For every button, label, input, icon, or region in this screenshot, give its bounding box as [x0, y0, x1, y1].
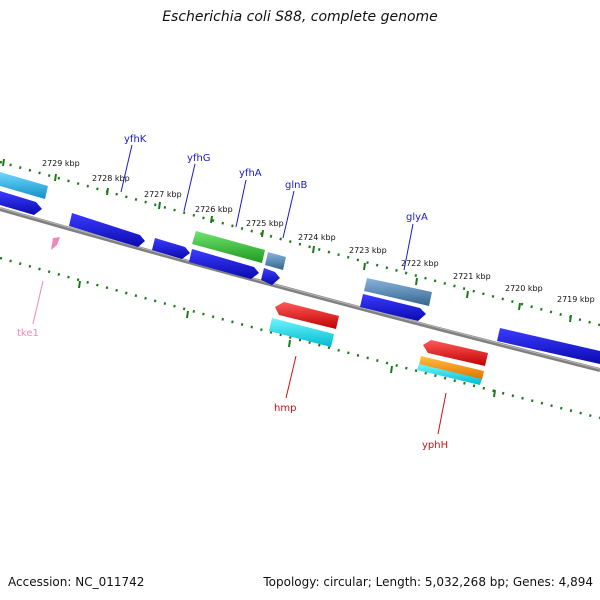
- gene-label-tke1[interactable]: tke1: [17, 328, 39, 339]
- tick-label: 2726 kbp: [195, 205, 233, 214]
- feature-arrow-blue[interactable]: [497, 328, 600, 364]
- feature-arrow-red[interactable]: [423, 340, 488, 366]
- tick-label: 2723 kbp: [349, 246, 387, 255]
- gene-label-yfhA[interactable]: yfhA: [239, 168, 262, 179]
- tick-label: 2722 kbp: [401, 259, 439, 268]
- genome-backbone: [0, 207, 600, 372]
- feature-arrow-steel[interactable]: [364, 278, 432, 306]
- gene-label-hmp[interactable]: hmp: [274, 403, 296, 414]
- outer-major-ticks: [2, 158, 572, 323]
- gene-label-glnB[interactable]: glnB: [285, 180, 307, 191]
- inner-tick-ring: [0, 256, 600, 420]
- feature-arrow-sky[interactable]: [0, 172, 48, 199]
- tick-label: 2724 kbp: [298, 233, 336, 242]
- topology-text: Topology: circular; Length: 5,032,268 bp…: [263, 575, 593, 589]
- feature-arrow-pink[interactable]: [51, 237, 60, 250]
- gene-label-glyA[interactable]: glyA: [406, 212, 428, 223]
- gene-label-yfhG[interactable]: yfhG: [187, 153, 211, 164]
- feature-arrow-cyan[interactable]: [417, 364, 482, 385]
- tick-label: 2719 kbp: [557, 295, 595, 304]
- accession-text: Accession: NC_011742: [8, 575, 145, 589]
- feature-arrow-blue[interactable]: [261, 268, 280, 285]
- forward-features: [0, 172, 600, 364]
- feature-arrow-orange[interactable]: [419, 356, 484, 380]
- leader-lines: [32, 144, 447, 435]
- tick-labels: 2729 kbp 2728 kbp 2727 kbp 2726 kbp 2725…: [42, 159, 595, 304]
- gene-label-yfhK[interactable]: yfhK: [124, 134, 147, 145]
- tick-label: 2729 kbp: [42, 159, 80, 168]
- tick-label: 2721 kbp: [453, 272, 491, 281]
- feature-arrow-green[interactable]: [192, 231, 265, 263]
- feature-arrow-blue[interactable]: [189, 249, 259, 279]
- tick-label: 2727 kbp: [144, 190, 182, 199]
- genome-backbone-highlight: [0, 207, 600, 370]
- outer-tick-ring: [0, 160, 600, 327]
- feature-arrow-blue[interactable]: [360, 294, 426, 321]
- tick-label: 2720 kbp: [505, 284, 543, 293]
- feature-arrow-blue[interactable]: [152, 238, 190, 259]
- feature-arrow-cyan[interactable]: [269, 318, 334, 347]
- genome-title: Escherichia coli S88, complete genome: [162, 9, 438, 25]
- tick-label: 2728 kbp: [92, 174, 130, 183]
- feature-arrow-blue[interactable]: [0, 191, 42, 215]
- feature-arrow-blue[interactable]: [69, 213, 145, 247]
- reverse-features: [51, 237, 488, 385]
- gene-label-yphH[interactable]: yphH: [422, 440, 448, 451]
- tick-label: 2725 kbp: [246, 219, 284, 228]
- inner-major-ticks: [78, 280, 496, 398]
- feature-arrow-steel[interactable]: [265, 252, 286, 270]
- feature-arrow-red[interactable]: [275, 302, 339, 329]
